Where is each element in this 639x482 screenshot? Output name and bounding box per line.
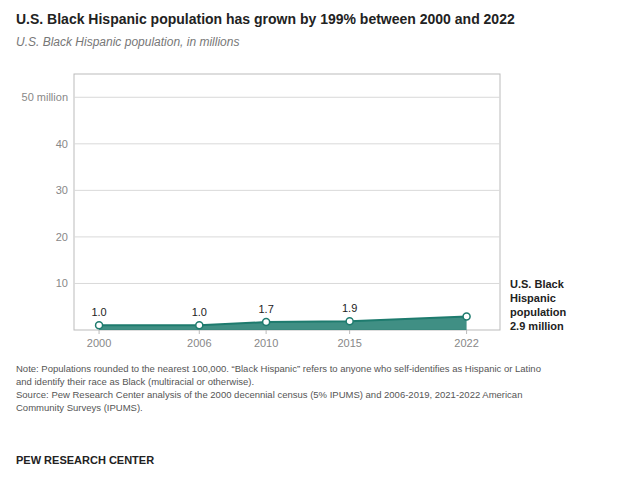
x-tick	[266, 330, 267, 334]
x-tick	[466, 330, 467, 334]
title: U.S. Black Hispanic population has grown…	[16, 11, 515, 27]
grid-line	[74, 190, 500, 191]
y-tick-label: 20	[56, 231, 68, 243]
x-tick	[99, 330, 100, 334]
data-label: 1.0	[91, 306, 106, 318]
note-line: Community Surveys (IPUMS).	[16, 402, 143, 413]
x-tick	[199, 330, 200, 334]
annotation: U.S. Black Hispanic population 2.9 million	[510, 278, 566, 332]
x-tick-label: 2000	[87, 337, 111, 349]
annotation-line: population	[510, 306, 566, 318]
grid-line	[74, 97, 500, 98]
plot-frame	[74, 74, 500, 330]
x-tick-label: 2015	[337, 337, 361, 349]
y-tick-label: 10	[56, 277, 68, 289]
note-line: Source: Pew Research Center analysis of …	[16, 389, 522, 400]
marker	[196, 322, 203, 329]
annotation-line: 2.9 million	[510, 320, 564, 332]
annotation-line: Hispanic	[510, 292, 556, 304]
grid-line	[74, 283, 500, 284]
x-tick-label: 2010	[254, 337, 278, 349]
note-line: Note: Populations rounded to the nearest…	[16, 363, 541, 374]
x-tick-label: 2022	[454, 337, 478, 349]
area	[99, 317, 467, 330]
plot-area	[96, 313, 471, 330]
y-tick-label: 40	[56, 138, 68, 150]
note: Note: Populations rounded to the nearest…	[16, 363, 541, 413]
x-tick-label: 2006	[187, 337, 211, 349]
marker	[96, 322, 103, 329]
footer: PEW RESEARCH CENTER	[16, 454, 154, 466]
y-tick-label: 50 million	[22, 91, 68, 103]
marker	[463, 313, 470, 320]
grid-line	[74, 236, 500, 237]
background	[0, 0, 639, 482]
subtitle: U.S. Black Hispanic population, in milli…	[16, 35, 239, 49]
data-label: 1.9	[342, 302, 357, 314]
line	[99, 317, 467, 326]
note-line: and identify their race as Black (multir…	[16, 376, 254, 387]
data-label: 1.7	[258, 303, 273, 315]
x-tick	[349, 330, 350, 334]
marker	[263, 319, 270, 326]
annotation-line: U.S. Black	[510, 278, 565, 290]
marker	[346, 318, 353, 325]
chart: U.S. Black Hispanic population has grown…	[0, 0, 639, 482]
data-label: 1.0	[192, 306, 207, 318]
y-tick-label: 30	[56, 184, 68, 196]
grid-line	[74, 143, 500, 144]
